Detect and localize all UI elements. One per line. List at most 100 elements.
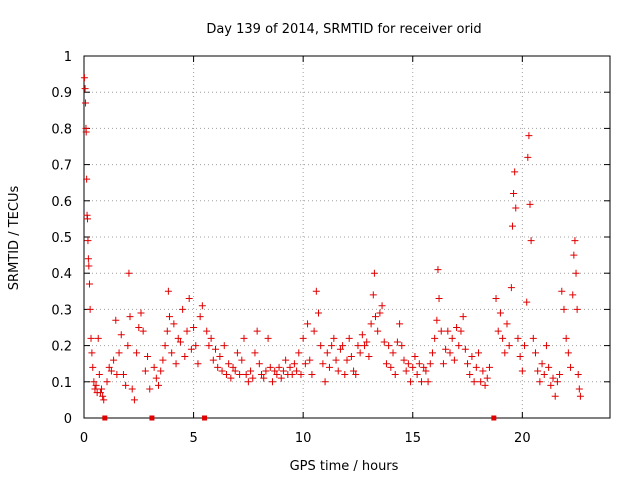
data-point: [466, 371, 474, 379]
data-point: [411, 352, 419, 360]
gap-marker: [491, 415, 497, 421]
y-tick-label: 0.5: [51, 231, 72, 246]
data-point: [172, 360, 180, 368]
data-point: [185, 295, 193, 303]
data-point: [468, 352, 476, 360]
data-point: [152, 374, 160, 382]
data-point: [358, 331, 366, 339]
data-point: [507, 284, 515, 292]
data-point: [255, 360, 263, 368]
data-point: [385, 342, 393, 350]
data-point: [370, 269, 378, 277]
grid-layer: [84, 56, 610, 418]
data-point: [455, 342, 463, 350]
data-point: [453, 324, 461, 331]
data-point: [293, 367, 301, 375]
data-point: [244, 378, 252, 386]
data-point: [308, 371, 316, 379]
data-point: [505, 342, 513, 350]
data-point: [369, 291, 377, 299]
data-point: [253, 327, 261, 335]
data-point: [130, 396, 138, 404]
data-point: [133, 349, 141, 357]
data-point: [225, 360, 233, 368]
data-point: [113, 371, 121, 379]
data-point: [146, 385, 154, 393]
y-tick-label: 0.9: [51, 86, 72, 101]
data-point: [485, 363, 493, 371]
data-point: [271, 367, 279, 375]
data-point: [282, 356, 290, 364]
data-point: [567, 363, 575, 371]
data-point: [551, 392, 559, 400]
data-point: [347, 352, 355, 360]
data-point: [89, 363, 97, 371]
data-point: [483, 374, 491, 382]
data-point: [212, 345, 219, 353]
data-point: [304, 320, 312, 328]
data-point: [576, 392, 584, 400]
data-point: [141, 367, 149, 375]
y-tick-label: 0.4: [51, 267, 72, 282]
data-point: [214, 363, 222, 371]
data-point: [492, 295, 500, 303]
data-point: [402, 367, 410, 375]
data-point: [115, 349, 123, 357]
data-point: [275, 363, 283, 371]
data-point: [163, 327, 171, 335]
data-point: [389, 349, 397, 357]
y-tick-label: 1: [64, 50, 72, 65]
data-point: [231, 367, 239, 375]
data-point: [222, 371, 230, 379]
data-point: [126, 313, 134, 321]
data-point: [459, 313, 467, 321]
data-point: [464, 360, 472, 368]
data-point: [516, 352, 524, 360]
data-point: [562, 334, 570, 342]
x-tick-label: 5: [189, 431, 197, 446]
data-point: [345, 334, 353, 342]
x-tick-label: 20: [514, 431, 531, 446]
data-point: [216, 352, 224, 360]
data-point: [328, 342, 336, 350]
data-point: [380, 338, 388, 346]
data-point: [558, 287, 566, 295]
data-point: [165, 313, 173, 321]
data-point: [209, 356, 217, 364]
data-point: [170, 320, 178, 328]
data-point: [336, 345, 344, 353]
data-point: [323, 349, 331, 357]
data-point: [260, 374, 268, 382]
data-point: [92, 381, 100, 389]
data-point: [422, 367, 430, 375]
data-point: [526, 200, 534, 208]
data-point: [80, 74, 88, 82]
data-point: [150, 363, 158, 371]
x-tick-label: 0: [80, 431, 88, 446]
data-point: [400, 356, 408, 364]
data-point: [319, 360, 327, 368]
data-point: [527, 237, 535, 245]
data-point: [310, 327, 318, 335]
data-point: [536, 378, 544, 386]
data-point: [249, 374, 257, 382]
data-point: [159, 356, 167, 364]
data-point: [494, 327, 502, 335]
data-point: [176, 338, 184, 346]
data-point: [233, 349, 241, 357]
data-point: [363, 338, 371, 346]
y-tick-label: 0.7: [51, 159, 72, 174]
data-point: [157, 367, 165, 375]
data-point: [81, 85, 89, 93]
data-point: [84, 215, 92, 223]
data-point: [179, 305, 187, 313]
gap-markers: [102, 415, 497, 421]
data-point: [100, 396, 108, 404]
data-point: [547, 381, 555, 389]
data-point: [574, 371, 582, 379]
data-point: [90, 378, 98, 386]
data-point: [334, 367, 342, 375]
gap-marker: [149, 415, 155, 421]
data-point: [174, 334, 182, 342]
data-point: [264, 334, 272, 342]
